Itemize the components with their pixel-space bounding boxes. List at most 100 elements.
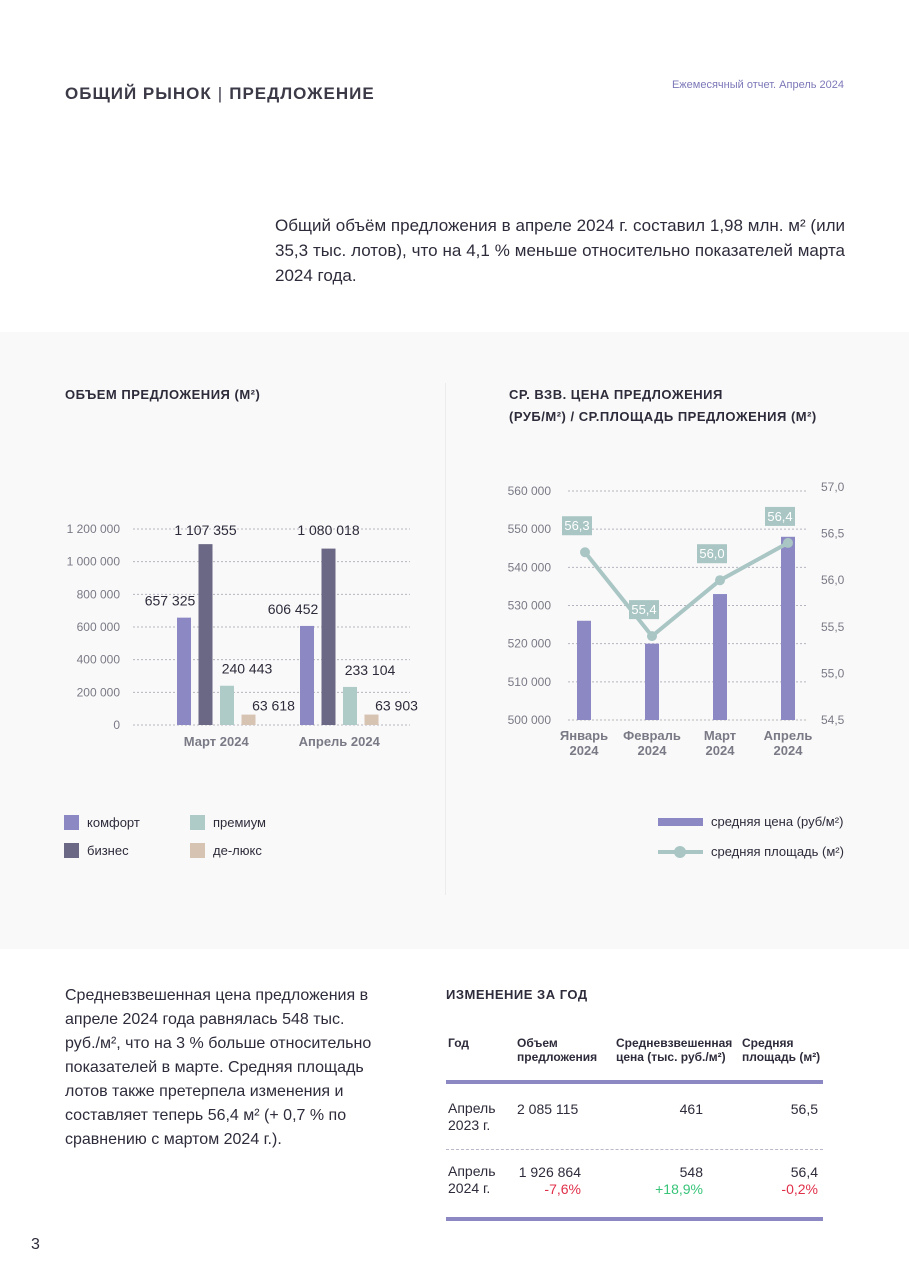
volume-y-tick: 1 000 000 xyxy=(67,555,121,569)
legend-business: бизнес xyxy=(64,843,129,858)
volume-data-label: 1 080 018 xyxy=(297,522,359,538)
volume-data-label: 240 443 xyxy=(222,661,273,677)
volume-bar-1 xyxy=(300,625,314,725)
price-y-tick: 520 000 xyxy=(508,637,552,651)
price-y-tick: 500 000 xyxy=(508,713,552,727)
volume-y-tick: 1 200 000 xyxy=(67,522,121,536)
price-x-tick-month: Март xyxy=(704,728,736,743)
price-summary-paragraph: Средневзвешенная цена предложения в апре… xyxy=(65,987,372,1148)
price-chart-title-line1: СР. ВЗВ. ЦЕНА ПРЕДЛОЖЕНИЯ xyxy=(509,387,723,402)
table-title: ИЗМЕНЕНИЕ ЗА ГОД xyxy=(446,987,588,1002)
intro-paragraph: Общий объём предложения в апреле 2024 г.… xyxy=(275,216,845,285)
table-row-2-year-line1: Апрель xyxy=(448,1163,496,1179)
area-label-box xyxy=(629,600,659,620)
panel-divider xyxy=(445,383,446,895)
page-number: 3 xyxy=(31,1236,40,1253)
legend-premium: премиум xyxy=(190,815,266,830)
table-header-rule xyxy=(446,1080,823,1084)
volume-bar-4 xyxy=(241,714,256,725)
price-x-tick-year: 2024 xyxy=(638,743,668,758)
price-x-tick-month: Январь xyxy=(560,728,608,743)
volume-data-label: 1 107 355 xyxy=(174,522,236,538)
table-header-price-line2: цена (тыс. руб./м²) xyxy=(616,1050,726,1064)
table-row-1-area: 56,5 xyxy=(790,1101,818,1117)
table-bottom-rule xyxy=(446,1217,823,1221)
table-row-1-volume: 2 085 115 xyxy=(517,1101,579,1117)
area-data-label: 56,3 xyxy=(564,518,589,533)
area-point xyxy=(783,537,793,548)
table-row-2-price-value: 548 xyxy=(679,1164,703,1180)
table-header-volume-line2: предложения xyxy=(517,1050,598,1064)
table-header-price-line1: Средневзвешенная xyxy=(616,1036,733,1050)
volume-bar-4 xyxy=(364,714,379,725)
volume-data-label: 63 903 xyxy=(375,698,418,714)
legend-price-swatch xyxy=(658,817,703,826)
table-row-1-year-line1: Апрель xyxy=(448,1100,496,1116)
volume-bar-2 xyxy=(198,544,213,725)
volume-data-label: 606 452 xyxy=(268,601,319,617)
area-y-tick: 54,5 xyxy=(821,713,845,727)
price-y-tick: 530 000 xyxy=(508,599,552,613)
table-row-1-year: Апрель 2023 г. xyxy=(448,1100,496,1134)
legend-deluxe-label: де-люкс xyxy=(213,843,262,858)
volume-x-tick: Апрель 2024 xyxy=(299,734,381,749)
area-line xyxy=(583,541,789,639)
table-header-area-line2: площадь (м²) xyxy=(742,1050,821,1064)
volume-data-label: 63 618 xyxy=(252,698,295,714)
legend-comfort: комфорт xyxy=(64,815,140,830)
area-point xyxy=(715,575,725,586)
volume-y-tick: 800 000 xyxy=(77,587,121,601)
area-y-tick: 55,0 xyxy=(821,666,845,680)
legend-deluxe: де-люкс xyxy=(190,843,262,858)
table-row-2-area: 56,4 -0,2% xyxy=(730,1164,818,1198)
table-header-year: Год xyxy=(448,1036,469,1050)
table-row-2-volume-change: -7,6% xyxy=(544,1181,581,1197)
area-y-tick: 56,5 xyxy=(821,527,845,541)
area-label-box xyxy=(562,516,592,536)
table-row-2-area-value: 56,4 xyxy=(790,1164,818,1180)
legend-price-label: средняя цена (руб/м²) xyxy=(711,814,844,829)
volume-y-tick: 0 xyxy=(113,718,120,732)
legend-business-swatch xyxy=(64,843,79,858)
table-row-1-year-line2: 2023 г. xyxy=(448,1117,491,1133)
volume-bar-3 xyxy=(220,685,234,725)
area-data-label: 56,0 xyxy=(699,546,724,561)
price-x-tick-year: 2024 xyxy=(570,743,600,758)
price-y-tick: 560 000 xyxy=(508,484,552,498)
price-y-tick: 510 000 xyxy=(508,675,552,689)
legend-premium-label: премиум xyxy=(213,815,266,830)
volume-data-label: 657 325 xyxy=(145,593,196,609)
table-row-divider xyxy=(446,1149,823,1150)
volume-y-tick: 600 000 xyxy=(77,620,121,634)
table-row-2-year-line2: 2024 г. xyxy=(448,1180,491,1196)
price-bar xyxy=(577,620,591,720)
price-x-tick-year: 2024 xyxy=(774,743,804,758)
table-header-area: Средняя площадь (м²) xyxy=(742,1036,820,1064)
page-title: ОБЩИЙ РЫНОК | ПРЕДЛОЖЕНИЕ xyxy=(65,84,375,104)
area-label-box xyxy=(697,544,727,564)
table-row-2-area-change: -0,2% xyxy=(781,1181,818,1197)
area-y-tick: 56,0 xyxy=(821,573,845,587)
price-x-tick-month: Февраль xyxy=(623,728,681,743)
subsection-title: ПРЕДЛОЖЕНИЕ xyxy=(229,84,375,103)
legend-area-line: средняя площадь (м²) xyxy=(658,844,844,859)
table-header-price: Средневзвешенная цена (тыс. руб./м²) xyxy=(616,1036,732,1064)
table-row-1-price: 461 xyxy=(679,1101,703,1117)
legend-deluxe-swatch xyxy=(190,843,205,858)
price-bar xyxy=(713,594,727,720)
volume-bar-1 xyxy=(177,617,191,725)
legend-comfort-label: комфорт xyxy=(87,815,140,830)
table-row-2-volume-value: 1 926 864 xyxy=(518,1164,581,1180)
legend-area-label: средняя площадь (м²) xyxy=(711,844,844,859)
section-title: ОБЩИЙ РЫНОК xyxy=(65,84,212,103)
table-row-2-price-change: +18,9% xyxy=(655,1181,703,1197)
volume-x-tick: Март 2024 xyxy=(184,734,250,749)
legend-comfort-swatch xyxy=(64,815,79,830)
legend-price-bar: средняя цена (руб/м²) xyxy=(658,814,843,829)
price-y-tick: 550 000 xyxy=(508,522,552,536)
area-label-box xyxy=(765,506,795,526)
title-separator: | xyxy=(217,84,224,103)
charts-panel xyxy=(0,332,909,949)
area-point xyxy=(647,631,657,642)
table-header-volume-line1: Объем xyxy=(517,1036,558,1050)
